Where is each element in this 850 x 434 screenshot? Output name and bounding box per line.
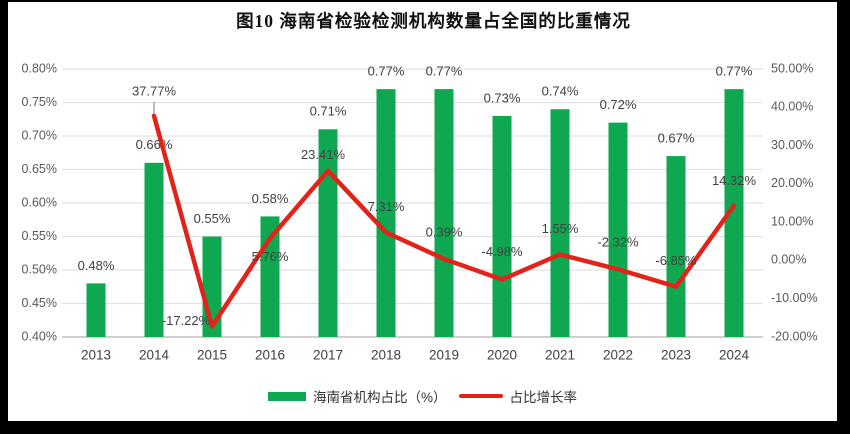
x-axis-label: 2023 — [661, 348, 691, 363]
left-axis-tick: 0.50% — [22, 262, 57, 276]
bar-2023 — [666, 156, 686, 337]
left-axis-tick: 0.70% — [22, 128, 57, 142]
x-axis-label: 2013 — [81, 348, 111, 363]
x-axis-label: 2018 — [371, 348, 401, 363]
line-point-label: 0.39% — [426, 224, 463, 239]
x-axis-label: 2015 — [197, 348, 227, 363]
bar-label: 0.77% — [368, 64, 405, 79]
bar-label: 0.72% — [600, 97, 637, 112]
bar-2022 — [608, 122, 628, 337]
x-axis-label: 2024 — [719, 348, 750, 363]
legend-label-bar-series: 海南省机构占比（%） — [312, 390, 447, 405]
legend-label-line-series: 占比增长率 — [509, 390, 578, 405]
bar-series-swatch-icon — [267, 391, 306, 401]
bar-label: 0.48% — [78, 258, 115, 273]
bar-2024 — [724, 89, 744, 337]
bar-2018 — [376, 89, 396, 337]
chart-title: 图10 海南省检验检测机构数量占全国的比重情况 — [236, 11, 631, 31]
bar-label: 0.77% — [426, 64, 463, 79]
right-axis-tick: -10.00% — [771, 291, 818, 305]
right-axis-tick: 0.00% — [771, 253, 806, 267]
bar-2019 — [434, 89, 454, 337]
bar-label: 0.55% — [194, 211, 231, 226]
left-axis-tick: 0.45% — [22, 296, 57, 310]
line-point-label: 7.31% — [368, 199, 405, 214]
right-axis-tick: 50.00% — [771, 61, 813, 75]
line-point-label: -6.85% — [655, 253, 697, 268]
x-axis-label: 2014 — [139, 348, 170, 363]
left-axis-tick: 0.40% — [22, 329, 57, 343]
window-edge-left — [0, 0, 8, 434]
window-edge-top — [0, 0, 850, 2]
left-axis-tick: 0.60% — [22, 195, 57, 209]
bar-label: 0.73% — [484, 90, 521, 105]
growth-rate-line — [151, 113, 737, 329]
line-point-label: 23.41% — [301, 147, 346, 162]
legend-item-bar-series[interactable]: 海南省机构占比（%） — [267, 386, 447, 406]
left-axis-tick: 0.65% — [22, 162, 57, 176]
x-axis-label: 2021 — [545, 348, 575, 363]
bar-label: 0.74% — [542, 84, 579, 99]
x-axis-label: 2019 — [429, 348, 459, 363]
left-axis-tick: 0.55% — [22, 229, 57, 243]
line-point-label: 5.76% — [252, 249, 289, 264]
bar-2021 — [550, 109, 570, 337]
line-series-swatch-icon — [458, 393, 503, 399]
right-axis-tick: 40.00% — [771, 100, 813, 114]
window-edge-right — [837, 0, 850, 434]
x-axis-label: 2016 — [255, 348, 285, 363]
left-axis-tick: 0.75% — [22, 95, 57, 109]
legend: 海南省机构占比（%） 占比增长率 — [8, 385, 837, 407]
bar-2017 — [318, 129, 338, 337]
right-axis-tick: 10.00% — [771, 214, 813, 228]
x-axis-label: 2020 — [487, 348, 517, 363]
line-point-label: 37.77% — [132, 83, 177, 98]
bar-2016 — [260, 216, 280, 337]
right-axis-tick: 20.00% — [771, 176, 813, 190]
bar-label: 0.77% — [716, 64, 753, 79]
window-edge-bottom — [0, 421, 850, 434]
line-point-label: -17.22% — [162, 313, 211, 328]
bar-label: 0.58% — [252, 191, 289, 206]
legend-item-line-series[interactable]: 占比增长率 — [458, 386, 578, 406]
bar-2014 — [144, 162, 164, 337]
bar-2013 — [86, 283, 106, 337]
x-axis-label: 2017 — [313, 348, 343, 363]
bar-label: 0.71% — [310, 104, 347, 119]
left-axis-tick: 0.80% — [22, 61, 57, 75]
line-point-label: -2.32% — [597, 235, 639, 250]
right-axis-tick: -20.00% — [771, 329, 818, 343]
bar-label: 0.67% — [658, 131, 695, 146]
bar-2020 — [492, 115, 512, 338]
x-axis-label: 2022 — [603, 348, 633, 363]
line-point-label: -4.98% — [481, 244, 523, 259]
bar-label: 0.66% — [136, 137, 173, 152]
line-point-label: 14.32% — [712, 173, 757, 188]
right-axis-tick: 30.00% — [771, 138, 813, 152]
line-point-label: 1.55% — [542, 221, 579, 236]
